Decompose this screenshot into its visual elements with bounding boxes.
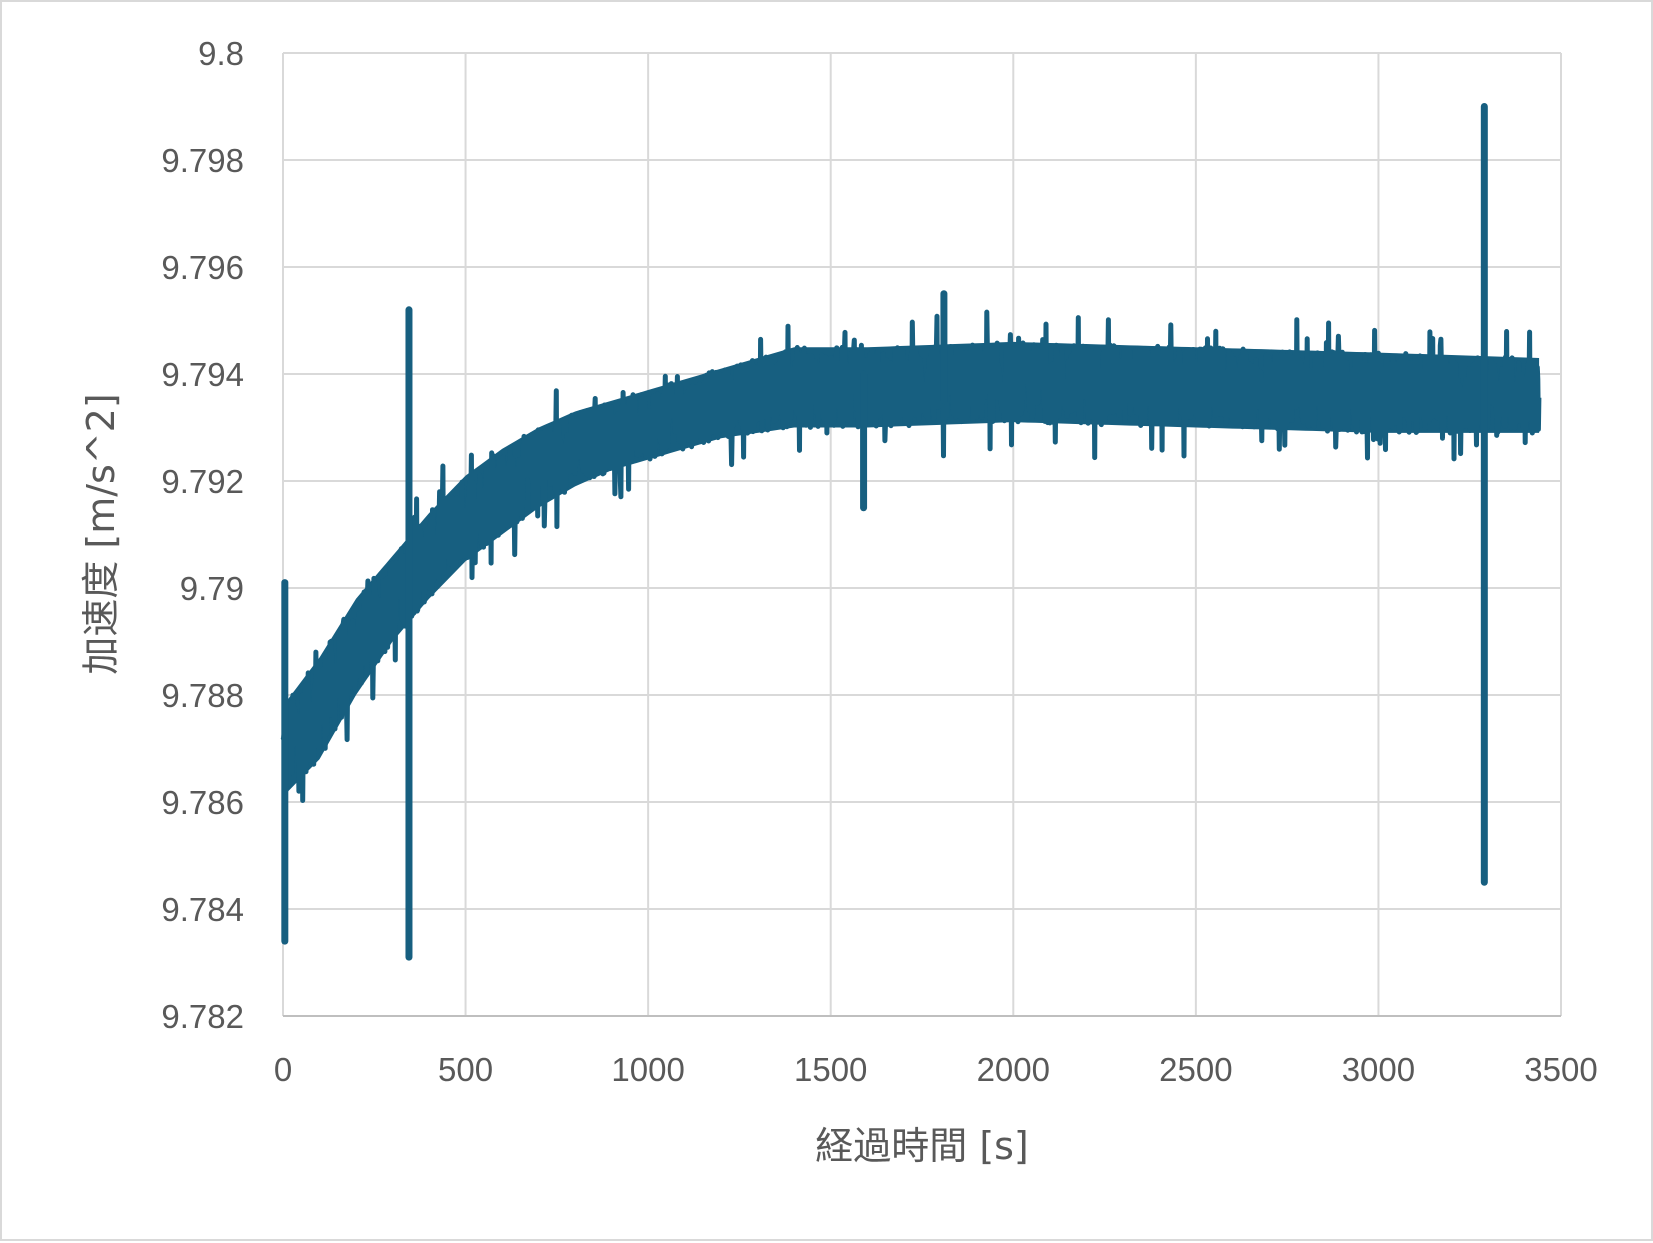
x-tick-label: 1000 <box>611 1051 684 1088</box>
y-tick-label: 9.798 <box>161 142 244 179</box>
y-tick-label: 9.794 <box>161 356 244 393</box>
y-tick-label: 9.788 <box>161 677 244 714</box>
y-axis-title: 加速度 [m/s^2] <box>79 393 123 674</box>
y-tick-label: 9.786 <box>161 784 244 821</box>
x-tick-label: 500 <box>438 1051 493 1088</box>
x-tick-label: 3000 <box>1342 1051 1415 1088</box>
y-tick-label: 9.796 <box>161 249 244 286</box>
x-tick-label: 2000 <box>977 1051 1050 1088</box>
x-tick-label: 0 <box>274 1051 292 1088</box>
y-axis-ticks: 9.782 9.784 9.786 9.788 9.79 9.792 9.794 9.796 9… <box>161 35 244 1035</box>
y-tick-label: 9.792 <box>161 463 244 500</box>
y-tick-label: 9.784 <box>161 891 244 928</box>
x-tick-label: 2500 <box>1159 1051 1232 1088</box>
series-line <box>280 309 1542 803</box>
series-acceleration <box>280 103 1542 961</box>
y-tick-label: 9.8 <box>198 35 244 72</box>
x-axis-title: 経過時間 [s] <box>815 1124 1029 1168</box>
x-axis-ticks: 0 500 1000 1500 2000 2500 3000 3500 <box>274 1051 1598 1088</box>
y-tick-label: 9.79 <box>180 570 244 607</box>
y-tick-label: 9.782 <box>161 998 244 1035</box>
x-tick-label: 1500 <box>794 1051 867 1088</box>
x-tick-label: 3500 <box>1524 1051 1597 1088</box>
